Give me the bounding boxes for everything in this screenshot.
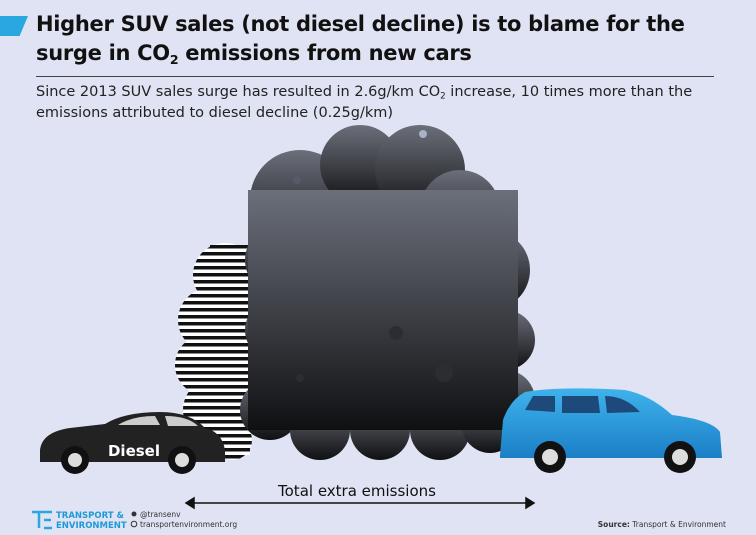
title-subscript: 2	[169, 51, 179, 67]
span-arrow	[184, 496, 536, 510]
subtitle-subscript: 2	[440, 91, 446, 102]
divider	[36, 76, 714, 77]
web-icon	[130, 520, 138, 528]
twitter-icon	[131, 511, 137, 517]
source-text: Transport & Environment	[630, 520, 726, 529]
arrow-label: Total extra emissions	[277, 482, 436, 500]
title-tag	[0, 16, 28, 36]
twitter-handle: @transenv	[140, 510, 181, 519]
logo-text: TRANSPORT &	[56, 511, 125, 521]
suv-emissions	[240, 125, 535, 460]
logo-text: ENVIRONMENT	[56, 521, 127, 531]
diesel-emissions	[175, 243, 257, 460]
subtitle-text: Since 2013 SUV sales surge has resulted …	[36, 84, 441, 100]
diesel-label: Diesel	[108, 442, 160, 460]
source-label: Source:	[598, 520, 630, 529]
diesel-car: Diesel	[40, 412, 225, 474]
subtitle-text: increase, 10 times more than the emissio…	[36, 84, 697, 121]
suv-car	[500, 388, 722, 473]
title-text: Higher SUV sales (not diesel decline) is…	[36, 12, 692, 65]
source: Source: Transport & Environment	[598, 520, 726, 529]
website: transportenvironment.org	[140, 520, 237, 529]
title-text: emissions from new cars	[178, 41, 472, 65]
smoke-puffs	[293, 130, 453, 382]
logo: TRANSPORT & ENVIRONMENT	[32, 510, 127, 531]
subtitle: Since 2013 SUV sales surge has resulted …	[36, 82, 736, 124]
title: Higher SUV sales (not diesel decline) is…	[36, 10, 736, 68]
